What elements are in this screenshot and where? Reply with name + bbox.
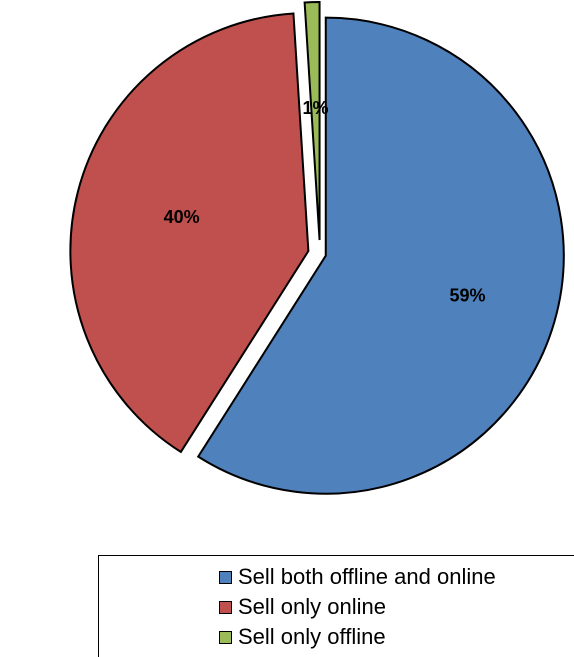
legend-label: Sell only offline [238,624,386,649]
legend-swatch-icon [219,600,232,614]
legend-item-sell-offline: Sell only offline [219,622,574,652]
chart-legend: Sell both offline and online Sell only o… [98,555,574,657]
pie-slice-2 [303,1,321,241]
legend-swatch-icon [219,630,232,644]
legend-item-sell-online: Sell only online [219,592,574,622]
legend-label: Sell only online [238,594,386,619]
data-label-1: 40% [164,207,200,227]
pie-slice-1 [69,12,310,454]
pie-chart: 59% 40% 1% [69,1,565,495]
legend-swatch-icon [219,570,232,584]
pie-slice-0 [196,16,565,495]
data-label-2: 1% [302,98,328,118]
legend-item-sell-both: Sell both offline and online [219,562,574,592]
legend-label: Sell both offline and online [238,564,496,589]
data-label-0: 59% [449,286,485,306]
